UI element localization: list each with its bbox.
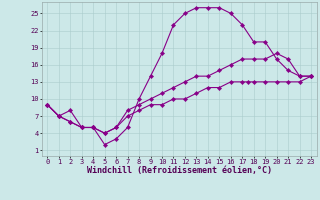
X-axis label: Windchill (Refroidissement éolien,°C): Windchill (Refroidissement éolien,°C) <box>87 166 272 175</box>
